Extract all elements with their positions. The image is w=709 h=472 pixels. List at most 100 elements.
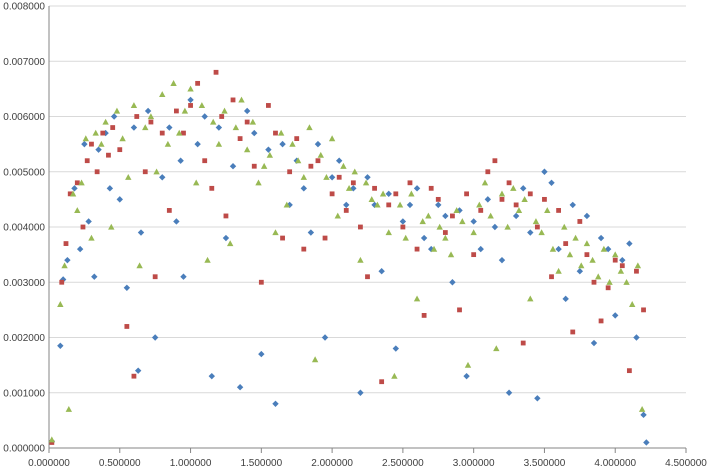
data-point [148, 119, 154, 125]
data-point [623, 278, 630, 285]
data-point [379, 379, 385, 385]
data-point [166, 208, 172, 213]
data-point [279, 140, 286, 148]
data-point [317, 151, 324, 158]
data-point [195, 80, 201, 86]
data-point [88, 234, 95, 241]
data-point [513, 202, 519, 208]
data-point [110, 125, 116, 130]
data-point [372, 185, 377, 191]
data-point [49, 440, 55, 445]
data-point [606, 278, 613, 285]
data-point [130, 102, 138, 109]
data-point [134, 367, 142, 374]
data-point [142, 169, 148, 175]
data-point [400, 224, 406, 230]
y-tick-label: 0.005000 [3, 167, 45, 178]
data-point [453, 207, 460, 214]
data-point [221, 107, 228, 114]
data-point [374, 201, 381, 208]
data-point [498, 256, 506, 264]
data-point [442, 234, 449, 241]
data-point [542, 196, 547, 202]
data-point [61, 262, 68, 269]
data-point [578, 262, 585, 269]
data-point [307, 229, 315, 236]
data-point [572, 234, 579, 241]
data-point [98, 140, 105, 147]
data-point [187, 96, 194, 104]
data-point [464, 191, 469, 197]
y-tick-label: 0.001000 [3, 388, 45, 399]
data-point [570, 329, 576, 335]
data-point [419, 218, 426, 225]
data-point [142, 124, 149, 131]
data-point [164, 140, 172, 147]
data-point [323, 173, 330, 180]
x-tick-label: 2.000000 [311, 458, 353, 469]
data-point [188, 103, 193, 108]
data-point [300, 173, 307, 180]
data-point [393, 191, 399, 197]
data-point [78, 179, 85, 186]
data-point [159, 174, 166, 181]
data-point [485, 169, 491, 175]
data-point [251, 163, 257, 169]
data-point [534, 224, 540, 230]
data-point [504, 223, 511, 230]
data-point [64, 256, 71, 264]
y-tick-label: 0.006000 [3, 112, 45, 123]
data-point [108, 223, 115, 230]
data-point [102, 118, 109, 125]
data-point [59, 276, 67, 283]
gridlines [49, 5, 686, 394]
data-point [566, 251, 574, 258]
data-point [600, 245, 608, 252]
data-point [555, 245, 562, 253]
data-point [379, 190, 387, 197]
data-point [181, 130, 186, 136]
data-point [76, 245, 84, 253]
data-point [399, 218, 407, 225]
data-point [396, 201, 404, 208]
data-point [177, 157, 184, 164]
data-point [591, 279, 597, 285]
data-point [436, 223, 443, 230]
data-point [590, 339, 598, 347]
data-point [392, 345, 400, 352]
data-point [74, 207, 81, 214]
data-point [378, 268, 385, 275]
data-point [180, 273, 187, 280]
data-point [222, 234, 230, 242]
data-point [294, 136, 300, 141]
data-point [421, 313, 427, 318]
data-point [204, 256, 211, 263]
data-point [595, 273, 602, 280]
data-point [619, 256, 626, 264]
data-point [67, 191, 73, 197]
data-point [640, 411, 647, 419]
data-point [314, 140, 322, 148]
data-point [345, 185, 353, 191]
data-point [289, 140, 296, 147]
data-point [229, 163, 237, 170]
data-point [243, 107, 251, 115]
data-point [201, 113, 208, 120]
data-point [520, 340, 526, 346]
data-point [328, 135, 336, 142]
data-point [643, 439, 650, 446]
data-point [59, 279, 65, 285]
axes [48, 6, 687, 453]
data-point [425, 212, 432, 219]
data-point [124, 324, 130, 329]
data-point [583, 212, 591, 220]
data-point [80, 224, 86, 230]
data-point [209, 185, 215, 191]
data-point [266, 103, 271, 108]
data-point [117, 147, 123, 153]
data-point [230, 97, 236, 103]
data-point [343, 208, 349, 213]
data-point [71, 185, 78, 192]
data-point [170, 80, 177, 86]
data-point [633, 334, 640, 341]
